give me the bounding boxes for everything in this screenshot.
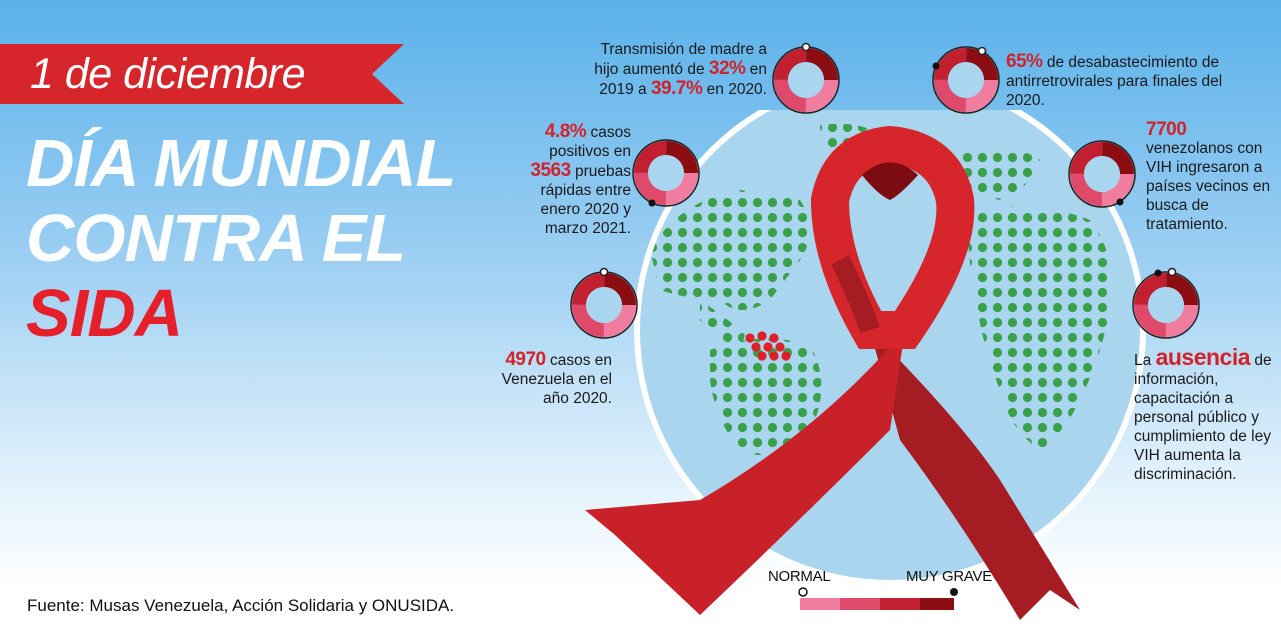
stat-absence: La ausencia de información, capacitación… — [1134, 346, 1276, 484]
gauge-tests — [632, 139, 700, 207]
stat-mother-child: Transmisión de madre a hijo aumentó de 3… — [582, 40, 767, 99]
stat-text: de información, capacitación a personal … — [1134, 352, 1272, 483]
stat-highlight: 39.7% — [650, 78, 703, 99]
legend-grave-label: MUY GRAVE — [906, 568, 992, 585]
stat-cases: 4970 casos en Venezuela en el año 2020. — [490, 350, 612, 408]
stat-migrants: 7700 venezolanos con VIH ingresaron a pa… — [1146, 120, 1278, 234]
stat-text: en 2019 a — [599, 61, 767, 98]
stat-tests: 4.8% casos positivos en 3563 pruebas ráp… — [505, 122, 631, 238]
gauge-cases — [570, 267, 638, 339]
legend-normal-label: NORMAL — [768, 568, 831, 585]
continents — [650, 123, 1113, 455]
severity-legend-bar — [798, 587, 958, 610]
source-note: Fuente: Musas Venezuela, Acción Solidari… — [27, 596, 455, 615]
gauge-mother-child — [772, 42, 840, 114]
date-banner — [0, 44, 404, 104]
red-ribbon-icon — [585, 125, 1080, 620]
stat-highlight: 4970 — [505, 349, 546, 370]
stat-text: casos en Venezuela en el año 2020. — [501, 352, 612, 407]
gauge-migrants — [1068, 140, 1136, 208]
gauge-shortage — [932, 46, 1000, 114]
stat-text: Transmisión de madre a hijo aumentó de — [594, 41, 767, 78]
stat-text: pruebas rápidas entre enero 2020 y marzo… — [540, 163, 632, 237]
stat-text: La — [1134, 352, 1156, 369]
title-line-3: SIDA — [26, 276, 183, 351]
globe-ribbon-illustration — [585, 110, 1146, 620]
stat-shortage: 65% de desabastecimiento de antirretrovi… — [1006, 52, 1228, 110]
stat-text: venezolanos con VIH ingresaron a países … — [1146, 140, 1271, 233]
stat-text: en 2020. — [702, 81, 767, 98]
stat-text: de desabastecimiento de antirretrovirale… — [1006, 54, 1223, 109]
stat-highlight: 65% — [1006, 51, 1043, 72]
stat-highlight: 4.8% — [544, 121, 587, 142]
venezuela-highlight — [745, 331, 791, 361]
stat-highlight: 32% — [708, 58, 746, 79]
gauge-absence — [1132, 267, 1200, 339]
stat-highlight: 7700 — [1146, 119, 1187, 140]
stat-text: casos positivos en — [549, 124, 631, 160]
stat-highlight: 3563 — [530, 160, 571, 181]
title-line-2: CONTRA EL — [26, 201, 406, 276]
stat-highlight: ausencia — [1155, 344, 1251, 370]
title-line-1: DÍA MUNDIAL — [26, 126, 456, 201]
banner-date: 1 de diciembre — [30, 50, 306, 98]
